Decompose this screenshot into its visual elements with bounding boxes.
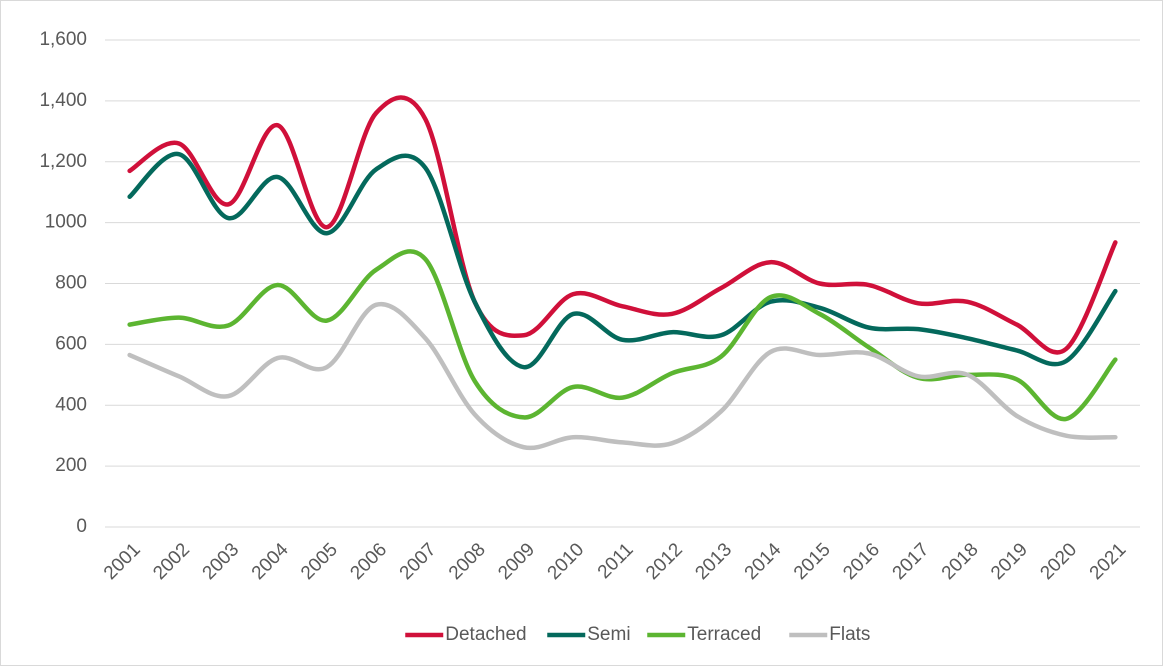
legend-label: Semi	[587, 624, 630, 645]
y-tick-label: 1000	[45, 212, 87, 233]
y-tick-label: 1,400	[39, 90, 87, 111]
y-tick-label: 600	[55, 333, 87, 354]
y-tick-label: 800	[55, 273, 87, 294]
y-tick-label: 0	[76, 516, 87, 537]
legend-label: Detached	[445, 624, 526, 645]
y-tick-label: 1,600	[39, 29, 87, 50]
y-tick-label: 1,200	[39, 151, 87, 172]
legend-label: Terraced	[687, 624, 761, 645]
line-series	[127, 95, 1118, 355]
line-series	[127, 151, 1118, 370]
line-series	[127, 249, 1118, 422]
line-series	[127, 301, 1118, 451]
y-tick-label: 200	[55, 455, 87, 476]
y-tick-label: 400	[55, 394, 87, 415]
legend-label: Flats	[829, 624, 870, 645]
